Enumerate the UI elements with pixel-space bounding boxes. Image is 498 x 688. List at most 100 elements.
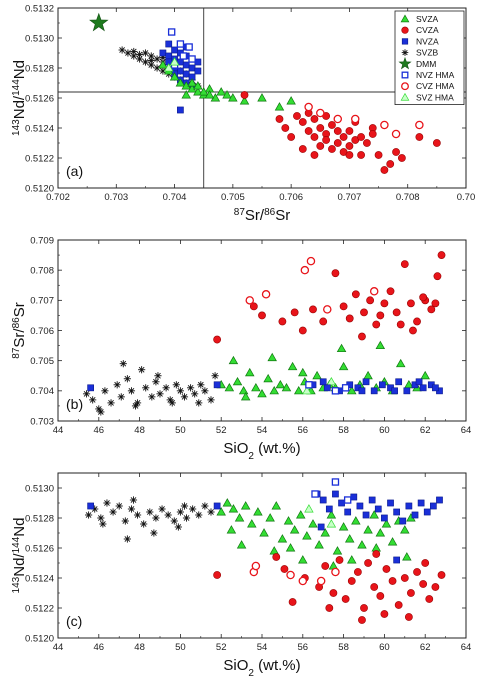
y-tick-label: 0.5122: [25, 603, 54, 614]
legend-marker: [401, 49, 409, 56]
data-point-svza: [332, 546, 343, 555]
data-point-svzb: [207, 508, 215, 516]
y-axis-label: 143Nd/144Nd: [11, 60, 29, 136]
data-point-svza: [238, 385, 249, 395]
data-point-cvza: [345, 151, 354, 159]
y-tick-label: 0.5130: [25, 483, 54, 494]
x-tick-label: 58: [338, 642, 349, 653]
x-tick-label: 64: [461, 425, 472, 436]
data-point-svza: [187, 78, 197, 87]
y-tick-label: 0.705: [30, 356, 54, 367]
data-point-svzb: [124, 49, 132, 57]
x-tick-label: 64: [461, 642, 472, 653]
x-tick-label: 60: [379, 642, 390, 653]
data-point-cvza: [333, 139, 342, 147]
data-point-svza: [265, 513, 275, 522]
data-point-svza: [257, 389, 267, 398]
data-point-svzb: [164, 511, 172, 519]
data-point-cvz-hma: [369, 287, 379, 296]
y-tick-label: 0.5126: [25, 93, 54, 104]
data-point-svzb: [130, 52, 138, 60]
data-point-cvza: [419, 293, 428, 302]
data-point-svza: [363, 370, 373, 380]
data-point-cvza: [353, 568, 362, 576]
y-tick-label: 0.5124: [25, 573, 54, 584]
data-point-svza: [158, 60, 168, 69]
data-point-cvza: [407, 589, 415, 597]
data-point-cvza: [360, 604, 368, 612]
data-point-nvza: [194, 67, 202, 75]
data-point-nvza: [358, 387, 366, 395]
data-point-svzb: [85, 511, 93, 519]
data-point-svza: [371, 543, 381, 552]
data-point-nvza: [405, 502, 413, 510]
plot-frame: [57, 472, 467, 639]
data-point-svzb: [118, 46, 126, 54]
data-point-svza: [251, 382, 261, 392]
x-tick-label: 52: [216, 425, 227, 436]
data-point-cvza: [357, 151, 365, 159]
data-point-svza: [302, 531, 312, 540]
data-point-nvz-hma: [331, 478, 340, 486]
y-tick-label: 0.5124: [25, 123, 54, 134]
data-point-cvz-hma: [306, 256, 316, 266]
data-point-svza: [222, 90, 232, 99]
series-nvz-hma: [305, 381, 350, 395]
data-point-svza: [286, 96, 296, 105]
data-point-svzb: [180, 502, 189, 510]
data-point-nvz-hma: [341, 384, 350, 392]
data-point-cvza: [319, 317, 328, 326]
data-point-cvza: [415, 133, 424, 141]
data-point-cvza: [394, 601, 403, 609]
data-point-svzb: [141, 49, 150, 57]
y-tick-label: 0.704: [30, 386, 54, 397]
data-point-cvza: [272, 553, 281, 561]
legend-marker: [398, 56, 412, 70]
data-point-nvza: [381, 514, 388, 522]
data-point-svza: [236, 540, 247, 549]
data-point-svzb: [174, 523, 182, 531]
data-point-nvz-hma: [311, 490, 319, 498]
x-tick-label: 50: [175, 425, 186, 436]
data-point-nvza: [415, 378, 423, 386]
legend-label: DMM: [416, 59, 436, 69]
y-tick-label: 0.5128: [25, 513, 54, 524]
data-point-svza: [239, 96, 250, 105]
data-point-nvza: [177, 106, 184, 114]
data-point-cvza: [409, 326, 417, 335]
panel-2: 44 46 48 50 52 54 56 58 60 62 64 0.703 0.704 0.705 0.7…: [11, 235, 472, 461]
data-point-svza: [375, 528, 386, 537]
data-point-svz-hma: [302, 385, 312, 395]
data-point-cvza: [339, 302, 348, 311]
x-tick-label: 0.70: [457, 192, 476, 203]
data-point-svza: [381, 519, 392, 528]
data-point-svzb: [97, 408, 105, 416]
x-tick-label: 54: [257, 642, 268, 653]
legend-marker: [401, 26, 409, 34]
data-point-svza: [198, 87, 209, 96]
x-tick-label: 56: [298, 425, 309, 436]
data-point-nvza: [362, 511, 370, 519]
data-point-svza: [263, 373, 273, 383]
data-point-cvz-hma: [251, 561, 261, 571]
data-point-svzb: [121, 517, 129, 525]
data-point-svzb: [182, 514, 191, 522]
data-point-svza: [283, 516, 294, 525]
data-point-nvza: [317, 523, 325, 531]
data-point-nvza: [338, 499, 345, 507]
data-point-nvza: [350, 493, 358, 501]
data-point-cvza: [321, 562, 330, 570]
data-point-cvza: [370, 583, 379, 591]
y-axis-label: 143Nd/144Nd: [11, 518, 29, 594]
data-point-cvz-hma: [415, 120, 424, 130]
data-point-cvza: [360, 308, 368, 317]
data-point-svzb: [101, 387, 109, 395]
data-point-svzb: [172, 381, 180, 389]
legend-marker: [401, 38, 409, 45]
data-point-cvz-hma: [304, 102, 313, 112]
data-point-svza: [298, 367, 308, 377]
data-point-cvza: [382, 565, 391, 573]
data-point-svza: [240, 392, 251, 401]
y-tick-label: 0.5130: [25, 33, 54, 44]
